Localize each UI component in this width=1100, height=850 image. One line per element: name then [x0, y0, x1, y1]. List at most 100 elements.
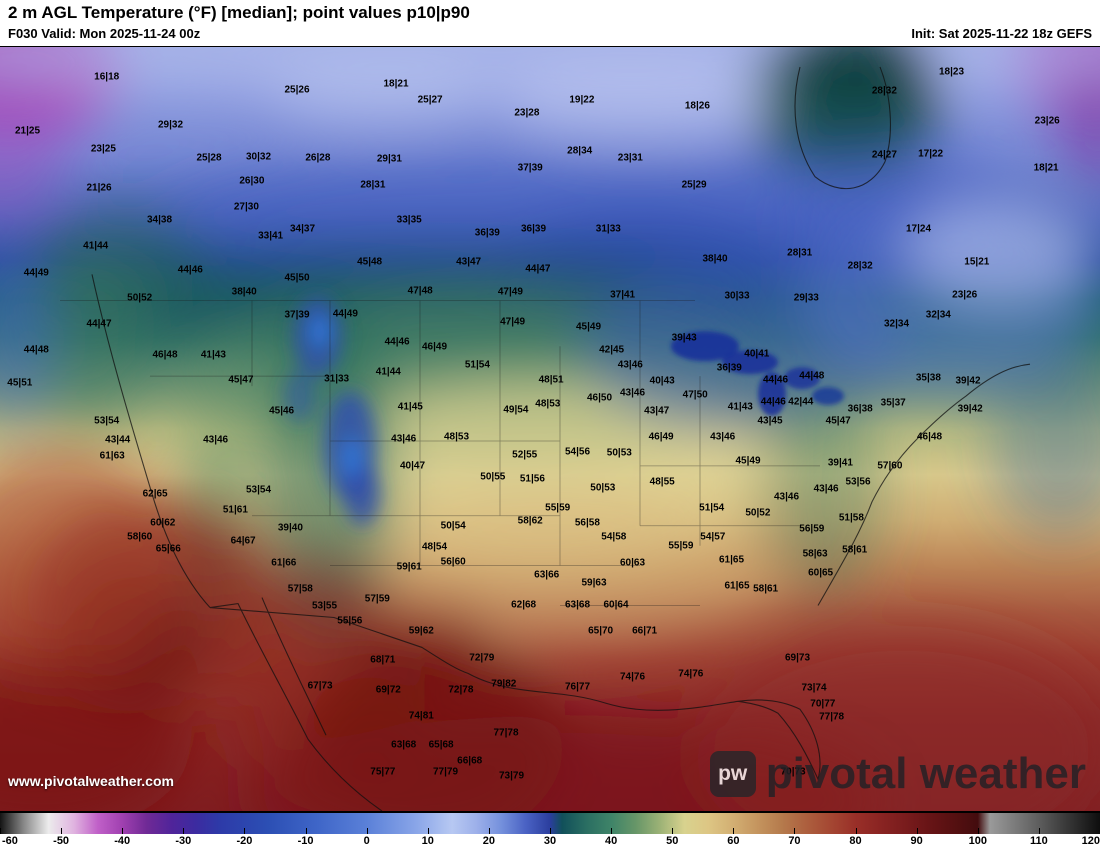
point-value: 59|61	[396, 561, 422, 573]
point-value: 38|40	[702, 253, 728, 265]
point-value: 60|62	[150, 517, 176, 529]
colorbar-tick-mark	[61, 828, 63, 834]
colorbar-tick-mark	[0, 828, 1, 834]
point-value: 58|63	[802, 548, 828, 560]
point-value: 18|23	[938, 66, 965, 78]
colorbar-tick-label: -10	[297, 835, 314, 847]
point-value: 15|21	[964, 256, 990, 268]
colorbar-tick-mark	[488, 828, 490, 834]
point-value: 21|25	[14, 125, 41, 137]
point-value: 51|56	[519, 473, 545, 485]
colorbar-tick-label: 70	[788, 835, 801, 847]
colorbar-tick-mark	[244, 828, 246, 834]
point-value: 75|77	[370, 766, 396, 778]
point-value: 27|30	[233, 201, 259, 213]
point-value: 41|43	[727, 401, 753, 413]
colorbar-tick-mark	[366, 828, 368, 834]
point-value: 37|39	[284, 309, 310, 321]
point-value: 53|54	[245, 484, 272, 496]
point-value: 43|46	[710, 431, 736, 443]
point-value: 73|79	[498, 770, 525, 782]
state-borders	[60, 299, 820, 606]
point-value: 21|26	[86, 182, 112, 194]
colorbar-tick-mark	[672, 828, 674, 834]
point-value: 43|46	[617, 359, 643, 371]
point-value: 55|59	[668, 540, 694, 552]
colorbar: -60 -50 -40 -30 -20 -10 0 10 20 30 40 50 60 70 80 90 100…	[0, 812, 1100, 850]
point-value: 55|56	[337, 615, 363, 627]
colorbar-tick-label: 10	[421, 835, 434, 847]
point-value: 56|60	[440, 556, 466, 568]
point-value: 18|21	[1033, 162, 1059, 174]
point-value: 47|48	[407, 285, 433, 297]
point-value: 63|68	[391, 739, 417, 751]
colorbar-tick-label: 30	[543, 835, 557, 847]
point-value: 31|33	[324, 373, 350, 385]
colorbar-tick-mark	[122, 828, 124, 834]
point-value: 44|49	[332, 308, 358, 320]
colorbar-tick-label: 60	[727, 835, 740, 847]
point-value: 47|49	[497, 286, 523, 298]
point-value: 63|68	[564, 599, 591, 611]
point-value: 51|58	[838, 512, 864, 524]
point-value: 45|47	[228, 374, 254, 386]
point-layer: 16|18 25|26 18|21 25|27 23|28 19|22 18|26 28|32…	[0, 47, 1100, 811]
colorbar-tick-label: 120	[1081, 835, 1100, 847]
point-value: 50|52	[745, 507, 771, 519]
colorbar-tick-mark	[977, 828, 979, 834]
point-value: 43|46	[619, 387, 646, 399]
point-value: 61|65	[718, 554, 745, 566]
point-value: 45|49	[735, 455, 761, 467]
point-value: 79|82	[491, 678, 517, 690]
point-value: 48|55	[649, 476, 675, 488]
temperature-map: 16|18 25|26 18|21 25|27 23|28 19|22 18|26 28|32…	[0, 46, 1100, 812]
point-value: 49|54	[503, 404, 529, 416]
colorbar-tick-mark	[855, 828, 857, 834]
point-value: 44|46	[762, 374, 789, 386]
point-value: 77|78	[493, 727, 519, 739]
colorbar-tick-mark	[611, 828, 613, 834]
point-value: 74|76	[678, 668, 704, 680]
point-value: 46|48	[152, 349, 178, 361]
point-value: 35|37	[880, 397, 906, 409]
point-value: 50|55	[480, 471, 506, 483]
point-value: 30|33	[724, 290, 750, 302]
colorbar-tick-mark	[794, 828, 796, 834]
point-value: 28|32	[871, 85, 897, 97]
point-value: 58|61	[753, 583, 779, 595]
point-value: 29|33	[793, 292, 819, 304]
point-value: 28|34	[567, 145, 593, 157]
colorbar-tick-label: 110	[1030, 835, 1048, 847]
colorbar-gradient	[0, 812, 1100, 834]
point-value: 43|46	[391, 433, 417, 445]
point-value: 40|41	[744, 348, 770, 360]
point-value: 61|65	[724, 580, 750, 592]
point-value: 29|32	[157, 119, 184, 131]
point-value: 57|58	[287, 583, 313, 595]
colorbar-tick-mark	[916, 828, 918, 834]
point-value: 25|27	[417, 94, 443, 106]
point-value: 44|46	[760, 396, 786, 408]
point-value: 33|41	[258, 230, 284, 242]
pivotalweather-logo-icon: pw	[709, 751, 756, 797]
point-value: 47|49	[500, 316, 526, 328]
point-value: 18|26	[684, 100, 710, 112]
coastlines	[91, 66, 1031, 811]
point-value: 41|44	[83, 240, 109, 252]
point-value: 41|43	[200, 349, 226, 361]
point-value: 39|42	[955, 375, 981, 387]
colorbar-tick-mark	[427, 828, 429, 834]
point-value: 41|45	[397, 401, 423, 413]
point-value: 43|46	[773, 491, 800, 503]
point-value: 60|65	[808, 567, 834, 579]
colorbar-tick-label: 100	[968, 835, 987, 847]
point-value: 56|58	[574, 517, 600, 529]
colorbar-tick-label: -30	[175, 835, 192, 847]
point-value: 61|63	[99, 450, 125, 462]
point-value: 58|62	[517, 515, 543, 527]
point-value: 59|63	[581, 577, 607, 589]
colorbar-tick-label: 80	[849, 835, 862, 847]
point-value: 43|46	[203, 434, 229, 446]
colorbar-tick-label: 90	[910, 835, 923, 847]
